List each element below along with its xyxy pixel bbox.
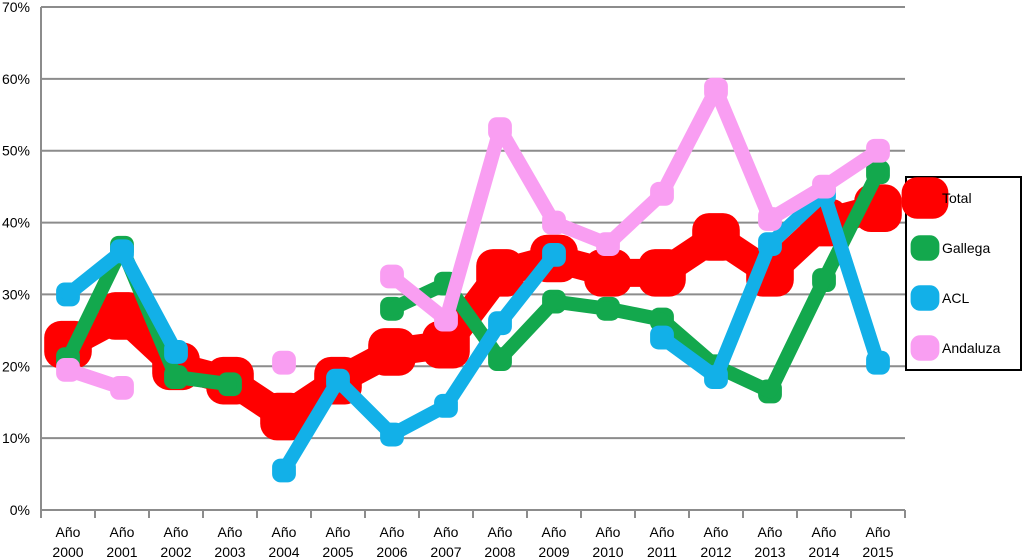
x-axis-ticks: Año 2000 Año 2001 Año 2002 Año 2003 Año 2004 Año 20… bbox=[52, 524, 893, 560]
y-tick-label: 10% bbox=[2, 430, 30, 446]
y-tick-label: 70% bbox=[2, 0, 30, 15]
series-line-segment bbox=[54, 194, 892, 431]
y-tick-label: 50% bbox=[2, 143, 30, 159]
x-tick-label: Año 2003 bbox=[214, 524, 245, 560]
y-tick-label: 40% bbox=[2, 215, 30, 231]
y-axis-ticks: 0% 10% 20% 30% 40% 50% 60% 70% bbox=[2, 0, 30, 518]
x-tick-label: Año 2004 bbox=[268, 524, 299, 560]
x-tick-label: Año 2005 bbox=[322, 524, 353, 560]
legend-label: Total bbox=[942, 190, 972, 206]
y-tick-label: 30% bbox=[2, 286, 30, 302]
legend-label: Andaluza bbox=[942, 340, 1001, 356]
series-total bbox=[44, 184, 902, 441]
legend-label: Gallega bbox=[942, 240, 990, 256]
series-line-segment bbox=[385, 82, 885, 327]
y-tick-label: 0% bbox=[10, 502, 30, 518]
x-tick-label: Año 2015 bbox=[862, 524, 893, 560]
x-tick-label: Año 2009 bbox=[538, 524, 569, 560]
series-line-segment bbox=[61, 362, 129, 395]
x-tick-label: Año 2014 bbox=[808, 524, 839, 560]
series-acl bbox=[56, 181, 890, 483]
x-tick-label: Año 2011 bbox=[647, 524, 677, 560]
x-tick-label: Año 2007 bbox=[430, 524, 461, 560]
series-gallega bbox=[56, 160, 890, 404]
series-line-segment bbox=[655, 186, 885, 385]
x-tick-label: Año 2008 bbox=[484, 524, 515, 560]
series-andaluza bbox=[56, 77, 890, 400]
legend: Total Gallega ACL Andaluza bbox=[901, 176, 1022, 371]
x-tick-label: Año 2013 bbox=[754, 524, 785, 560]
x-tick-label: Año 2001 bbox=[106, 524, 137, 560]
x-tick-label: Año 2002 bbox=[160, 524, 191, 560]
x-tick-label: Año 2012 bbox=[700, 524, 731, 560]
series-lines bbox=[44, 77, 902, 483]
x-tick-label: Año 2010 bbox=[592, 524, 623, 560]
series-line-segment bbox=[61, 244, 183, 359]
legend-marker-andaluza bbox=[910, 335, 940, 361]
x-tick-label: Año 2006 bbox=[376, 524, 407, 560]
legend-marker-acl bbox=[910, 285, 940, 311]
series-line-segment bbox=[385, 165, 885, 399]
legend-marker-total bbox=[901, 177, 949, 219]
x-tick-label: Año 2000 bbox=[52, 524, 83, 560]
series-line-segment bbox=[277, 247, 561, 478]
y-tick-label: 60% bbox=[2, 71, 30, 87]
legend-marker-gallega bbox=[910, 235, 940, 261]
data-point bbox=[272, 350, 296, 375]
legend-label: ACL bbox=[942, 290, 969, 306]
y-tick-label: 20% bbox=[2, 358, 30, 374]
